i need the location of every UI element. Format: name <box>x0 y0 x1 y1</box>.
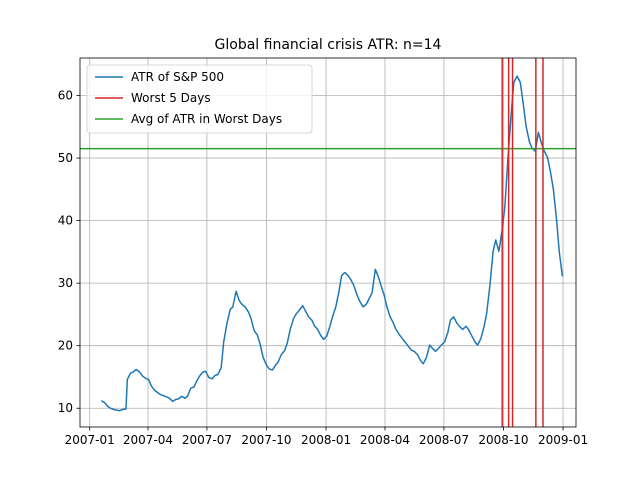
x-tick-label: 2009-01 <box>538 433 588 447</box>
x-tick-label: 2008-10 <box>478 433 528 447</box>
y-tick-label: 50 <box>58 151 73 165</box>
y-tick-label: 20 <box>58 339 73 353</box>
x-tick-label: 2007-04 <box>123 433 173 447</box>
legend-label: Avg of ATR in Worst Days <box>131 112 282 126</box>
x-tick-label: 2008-01 <box>301 433 351 447</box>
axes-layer: 2007-01 2007-04 2007-07 2007-10 2008-01 2008-… <box>58 57 588 447</box>
y-tick-label: 30 <box>58 276 73 290</box>
plot-layer <box>80 58 576 427</box>
legend-label: Worst 5 Days <box>131 91 211 105</box>
x-tick-label: 2008-04 <box>360 433 410 447</box>
legend: ATR of S&P 500 Worst 5 Days Avg of ATR in … <box>86 64 313 134</box>
x-tick-label: 2007-01 <box>65 433 115 447</box>
y-tick-label: 10 <box>58 401 73 415</box>
y-tick-label: 40 <box>58 214 73 228</box>
x-tick-label: 2007-10 <box>241 433 291 447</box>
x-tick-label: 2008-07 <box>419 433 469 447</box>
axes-frame <box>79 57 577 428</box>
atr-series-line <box>101 75 564 412</box>
y-tick-label: 60 <box>58 89 73 103</box>
legend-box <box>86 64 313 134</box>
legend-label: ATR of S&P 500 <box>131 70 224 84</box>
chart-title: Global financial crisis ATR: n=14 <box>215 37 442 53</box>
x-tick-label: 2007-07 <box>182 433 232 447</box>
